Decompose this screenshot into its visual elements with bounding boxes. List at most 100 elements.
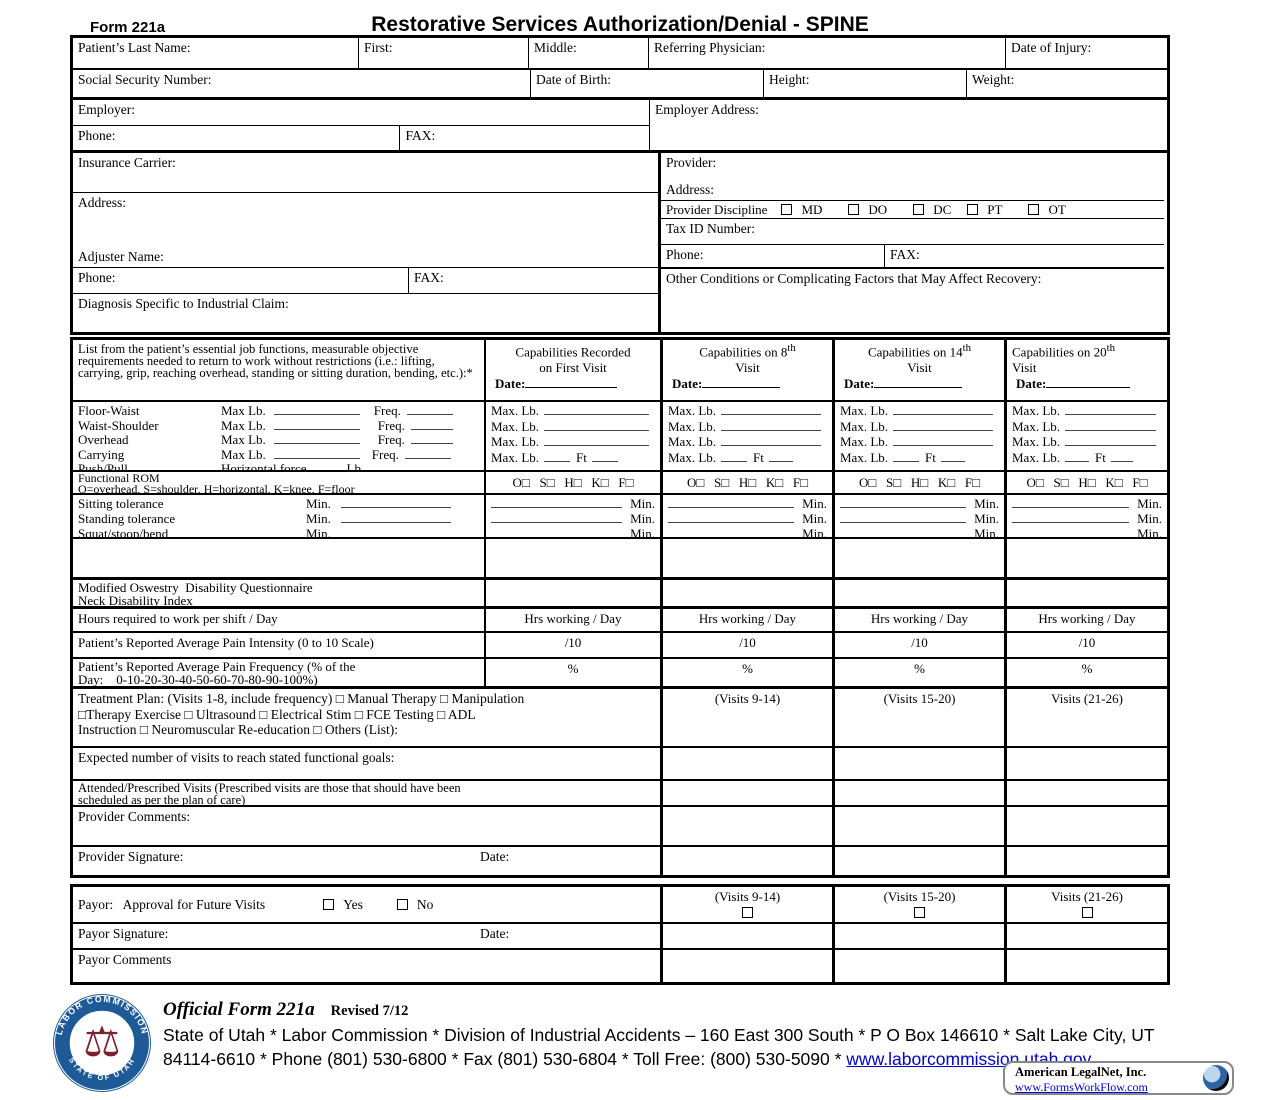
- checkbox-dc[interactable]: [913, 204, 925, 216]
- ft-input[interactable]: [591, 450, 618, 462]
- lifting-20th-visit-cell[interactable]: Max. Lb. Max. Lb. Max. Lb. Max. Lb. Ft: [1004, 402, 1167, 470]
- min-input[interactable]: [340, 496, 451, 508]
- patient-last-name-field[interactable]: Patient’s Last Name:: [78, 40, 191, 55]
- treatment-visits-15-20-cell[interactable]: (Visits 15-20): [832, 689, 1004, 746]
- payor-comments-15-20-cell[interactable]: [832, 950, 1004, 982]
- min-input[interactable]: [340, 511, 451, 523]
- patient-middle-name-field[interactable]: Middle:: [528, 38, 648, 68]
- payor-comments-field[interactable]: Payor Comments: [78, 952, 172, 967]
- insurance-carrier-field[interactable]: Insurance Carrier:: [78, 155, 176, 170]
- employer-field[interactable]: Employer:: [78, 102, 135, 117]
- attended-visits-21-26-cell[interactable]: [1004, 781, 1167, 805]
- min-input[interactable]: [840, 526, 966, 537]
- max-lb-input[interactable]: [544, 419, 649, 431]
- pain-frequency-20th-visit-cell[interactable]: %: [1004, 659, 1167, 686]
- pain-frequency-14th-visit-cell[interactable]: %: [832, 659, 1004, 686]
- min-input[interactable]: [840, 511, 967, 523]
- max-lb-input[interactable]: [544, 450, 571, 462]
- ssn-field[interactable]: Social Security Number:: [78, 72, 212, 87]
- expected-visits-15-20-cell[interactable]: [832, 748, 1004, 779]
- empty-cell[interactable]: [73, 539, 484, 577]
- max-lb-input[interactable]: [1065, 419, 1156, 431]
- treatment-visits-21-26-cell[interactable]: Visits (21-26): [1004, 689, 1167, 746]
- max-lb-input[interactable]: [721, 419, 821, 431]
- weight-field[interactable]: Weight:: [966, 70, 1167, 97]
- checkbox-md[interactable]: [781, 204, 793, 216]
- date-input[interactable]: [525, 376, 618, 389]
- max-lb-input[interactable]: [721, 450, 748, 462]
- checkbox-visits-9-14[interactable]: [742, 907, 753, 918]
- legalnet-link[interactable]: www.FormsWorkFlow.com: [1015, 1080, 1148, 1094]
- min-input[interactable]: [1012, 511, 1130, 523]
- rom-20th-visit-checkboxes[interactable]: O□ S□ H□ K□ F□: [1004, 472, 1167, 493]
- min-input[interactable]: [491, 526, 622, 537]
- tolerance-8th-visit-cell[interactable]: Min. Min. Min.: [660, 495, 832, 537]
- date-input[interactable]: [702, 376, 781, 389]
- oswestry-20th-visit-cell[interactable]: [1004, 580, 1167, 606]
- pain-frequency-8th-visit-cell[interactable]: %: [660, 659, 832, 686]
- employer-phone-field[interactable]: Phone:: [78, 127, 116, 143]
- max-lb-input[interactable]: [273, 418, 360, 430]
- empty-cell[interactable]: [1004, 539, 1167, 577]
- hours-14th-visit-cell[interactable]: Hrs working / Day: [832, 609, 1004, 631]
- rom-8th-visit-checkboxes[interactable]: O□ S□ H□ K□ F□: [660, 472, 832, 493]
- checkbox-ot[interactable]: [1028, 204, 1040, 216]
- empty-cell[interactable]: [832, 539, 1004, 577]
- payor-comments-21-26-cell[interactable]: [1004, 950, 1167, 982]
- treatment-visits-9-14-cell[interactable]: (Visits 9-14): [660, 689, 832, 746]
- min-input[interactable]: [341, 526, 451, 537]
- date-input[interactable]: [1046, 376, 1131, 389]
- oswestry-14th-visit-cell[interactable]: [832, 580, 1004, 606]
- checkbox-yes[interactable]: [323, 899, 335, 910]
- tax-id-field[interactable]: Tax ID Number:: [661, 217, 1164, 244]
- employer-address-field[interactable]: Employer Address:: [655, 102, 759, 117]
- ft-input[interactable]: [768, 450, 793, 462]
- freq-input[interactable]: [406, 403, 453, 415]
- min-input[interactable]: [668, 511, 795, 523]
- max-lb-input[interactable]: [273, 403, 360, 415]
- payor-signature-15-20-cell[interactable]: [832, 924, 1004, 948]
- patient-first-name-field[interactable]: First:: [358, 38, 528, 68]
- max-lb-input[interactable]: [893, 403, 993, 415]
- max-lb-input[interactable]: [893, 419, 993, 431]
- max-lb-input[interactable]: [893, 450, 920, 462]
- ft-input[interactable]: [1110, 450, 1133, 462]
- tolerance-first-visit-cell[interactable]: Min. Min. Min.: [484, 495, 660, 537]
- pain-intensity-20th-visit-cell[interactable]: /10: [1004, 633, 1167, 657]
- max-lb-input[interactable]: [544, 434, 649, 446]
- min-input[interactable]: [491, 511, 623, 523]
- max-lb-input[interactable]: [273, 432, 360, 444]
- max-lb-input[interactable]: [721, 403, 821, 415]
- employer-fax-field[interactable]: FAX:: [399, 125, 649, 150]
- checkbox-visits-21-26[interactable]: [1081, 907, 1093, 918]
- oswestry-first-visit-cell[interactable]: [484, 580, 660, 606]
- freq-input[interactable]: [404, 447, 451, 459]
- rom-first-visit-checkboxes[interactable]: O□ S□ H□ K□ F□: [484, 472, 660, 493]
- other-conditions-field[interactable]: Other Conditions or Complicating Factors…: [661, 267, 1164, 332]
- checkbox-pt[interactable]: [967, 204, 979, 216]
- hours-8th-visit-cell[interactable]: Hrs working / Day: [660, 609, 832, 631]
- payor-signature-9-14-cell[interactable]: [660, 924, 832, 948]
- max-lb-input[interactable]: [544, 403, 649, 415]
- pain-frequency-first-visit-cell[interactable]: %: [484, 659, 660, 686]
- insurance-phone-field[interactable]: Phone:: [78, 270, 116, 286]
- max-lb-input[interactable]: [273, 447, 360, 459]
- expected-visits-21-26-cell[interactable]: [1004, 748, 1167, 779]
- payor-signature-cell[interactable]: Payor Signature: Date:: [73, 924, 660, 948]
- provider-fax-field[interactable]: FAX:: [884, 244, 1164, 268]
- lifting-14th-visit-cell[interactable]: Max. Lb. Max. Lb. Max. Lb. Max. Lb. Ft: [832, 402, 1004, 470]
- oswestry-8th-visit-cell[interactable]: [660, 580, 832, 606]
- horizontal-force-input[interactable]: [311, 461, 343, 470]
- provider-signature-cell[interactable]: Provider Signature: Date:: [73, 847, 660, 875]
- date-input[interactable]: [874, 376, 963, 389]
- expected-visits-9-14-cell[interactable]: [660, 748, 832, 779]
- max-lb-input[interactable]: [1065, 403, 1156, 415]
- freq-input[interactable]: [410, 432, 453, 444]
- pain-intensity-first-visit-cell[interactable]: /10: [484, 633, 660, 657]
- checkbox-no[interactable]: [396, 899, 408, 910]
- empty-cell[interactable]: [660, 539, 832, 577]
- treatment-plan-cell[interactable]: Treatment Plan: (Visits 1-8, include fre…: [78, 691, 525, 737]
- provider-comments-9-14-cell[interactable]: [660, 807, 832, 845]
- provider-signature-9-14-cell[interactable]: [660, 847, 832, 875]
- lifting-8th-visit-cell[interactable]: Max. Lb. Max. Lb. Max. Lb. Max. Lb. Ft: [660, 402, 832, 470]
